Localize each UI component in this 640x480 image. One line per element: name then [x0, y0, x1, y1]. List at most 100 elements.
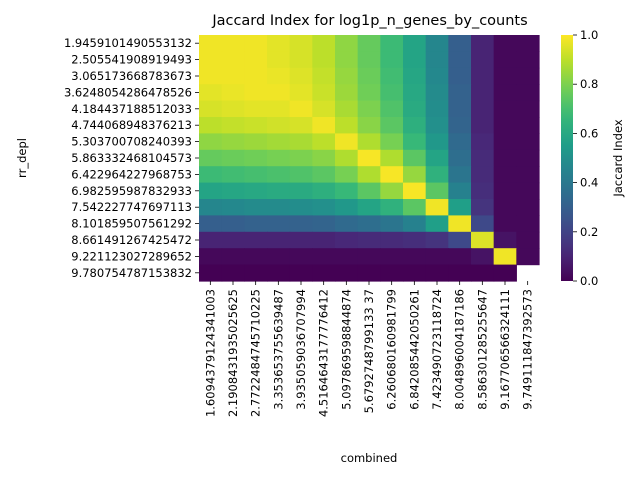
heatmap-cell	[425, 166, 449, 184]
colorbar-gradient	[561, 35, 573, 281]
heatmap-cell	[493, 67, 517, 85]
heatmap-cell	[516, 215, 540, 233]
heatmap-cell	[199, 149, 223, 167]
y-tick-label: 7.542227747697113	[71, 200, 192, 214]
heatmap-cell	[289, 117, 313, 134]
heatmap-cell	[335, 117, 359, 134]
heatmap-cell	[403, 149, 427, 167]
x-axis-label: combined	[341, 451, 398, 465]
heatmap-cell	[312, 182, 336, 200]
colorbar-tick-label: 0.0	[580, 274, 598, 288]
heatmap-cell	[380, 215, 404, 233]
heatmap-cell	[471, 35, 495, 52]
heatmap-cell	[244, 182, 268, 200]
heatmap-cell	[425, 84, 449, 102]
heatmap-cell	[380, 51, 404, 69]
heatmap-cell	[199, 264, 223, 282]
heatmap-cell	[425, 264, 449, 282]
heatmap-cell	[221, 264, 245, 282]
heatmap-cell	[267, 51, 291, 69]
heatmap-cell	[425, 117, 449, 134]
heatmap-cell	[335, 51, 359, 69]
heatmap-cell	[199, 215, 223, 233]
heatmap-cell	[244, 166, 268, 184]
x-tick-label: 1.6094379124341003	[203, 289, 217, 417]
heatmap-cell	[244, 231, 268, 249]
colorbar: 0.0 0.2 0.4 0.6 0.8 1.0	[561, 28, 598, 288]
heatmap-cell	[380, 231, 404, 249]
x-tick-label: 2.7722484745710225	[249, 289, 263, 417]
colorbar-tick-label: 1.0	[580, 28, 598, 42]
heatmap-cell	[267, 231, 291, 249]
heatmap-cell	[244, 67, 268, 85]
heatmap-cell	[403, 35, 427, 52]
heatmap-cell	[312, 264, 336, 282]
heatmap-cell	[403, 248, 427, 266]
heatmap-cell	[380, 248, 404, 266]
heatmap-cell	[448, 231, 472, 249]
heatmap-cell	[380, 84, 404, 102]
heatmap-cell	[380, 35, 404, 52]
heatmap-cell	[244, 51, 268, 69]
heatmap-cell	[516, 100, 540, 118]
heatmap-cell	[448, 133, 472, 151]
x-tick-label: 9.749111847392573	[521, 289, 535, 410]
heatmap-cell	[380, 117, 404, 134]
y-tick-label: 8.101859507561292	[71, 217, 192, 231]
x-tick-label: 8.586301285255647	[475, 289, 489, 410]
heatmap-cell	[335, 199, 359, 216]
heatmap-cell	[493, 248, 517, 266]
heatmap-cell	[312, 199, 336, 216]
heatmap-cell	[471, 149, 495, 167]
colorbar-tick-label: 0.4	[580, 176, 598, 190]
heatmap-cell	[312, 51, 336, 69]
heatmap-cell	[493, 215, 517, 233]
heatmap-cell	[448, 117, 472, 134]
heatmap-cell	[516, 149, 540, 167]
heatmap-cell	[425, 182, 449, 200]
colorbar-tick-label: 0.2	[580, 225, 598, 239]
colorbar-tick-label: 0.8	[580, 77, 598, 91]
chart-title: Jaccard Index for log1p_n_genes_by_count…	[211, 13, 527, 29]
heatmap-cell	[267, 133, 291, 151]
heatmap-cell	[357, 182, 381, 200]
heatmap-cell	[244, 215, 268, 233]
y-tick-label: 5.863332468104573	[71, 151, 192, 165]
heatmap-cell	[289, 100, 313, 118]
heatmap-cell	[425, 231, 449, 249]
heatmap-cell	[289, 166, 313, 184]
heatmap-cell	[471, 100, 495, 118]
heatmap-cell	[199, 182, 223, 200]
heatmap-cell	[425, 248, 449, 266]
heatmap-cell	[471, 117, 495, 134]
heatmap-cell	[516, 199, 540, 216]
heatmap-cell	[516, 166, 540, 184]
heatmap-cell	[267, 84, 291, 102]
x-tick-label: 6.260680160981799	[385, 289, 399, 410]
heatmap-cell	[357, 231, 381, 249]
heatmap-cell	[357, 67, 381, 85]
heatmap-cell	[289, 182, 313, 200]
heatmap-cell	[516, 133, 540, 151]
heatmap-cell	[267, 67, 291, 85]
heatmap-cell	[403, 100, 427, 118]
heatmap-cell	[493, 264, 517, 282]
heatmap-cell	[221, 231, 245, 249]
heatmap-cell	[448, 35, 472, 52]
heatmap-cell	[312, 35, 336, 52]
heatmap-cell	[493, 149, 517, 167]
heatmap-cell	[199, 35, 223, 52]
heatmap-cell	[471, 215, 495, 233]
y-axis-label: rr_depl	[15, 138, 29, 178]
heatmap-cell	[199, 199, 223, 216]
heatmap-cell	[312, 67, 336, 85]
heatmap-cell	[289, 264, 313, 282]
heatmap-cell	[289, 35, 313, 52]
heatmap-cell	[448, 51, 472, 69]
heatmap-cell	[244, 248, 268, 266]
heatmap-cell	[221, 84, 245, 102]
heatmap-cell	[289, 133, 313, 151]
heatmap-cell	[289, 248, 313, 266]
heatmap-cell	[516, 117, 540, 134]
heatmap-cell	[244, 35, 268, 52]
